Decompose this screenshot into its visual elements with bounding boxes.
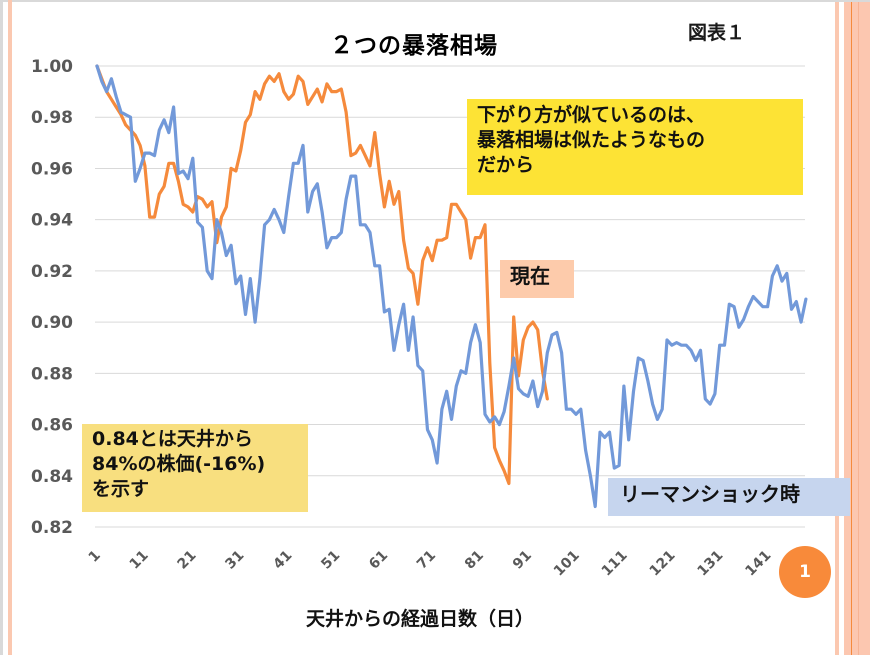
x-tick-label: 31 — [222, 548, 247, 573]
slide-right-decoration — [800, 0, 870, 655]
x-axis-ticks: 1 11 21 31 41 51 61 71 81 91 101 111 121 131 141 — [86, 548, 775, 580]
similarity-note: 下がり方が似ているのは、 暴落相場は似たようなもの だから — [467, 99, 803, 195]
right-band — [844, 2, 870, 655]
page-number-badge: 1 — [779, 546, 831, 598]
y-tick-label: 0.84 — [31, 467, 73, 487]
x-tick-label: 81 — [462, 548, 487, 573]
x-tick-label: 141 — [742, 548, 774, 580]
series-line-lehman — [95, 64, 808, 509]
x-tick-label: 121 — [647, 548, 679, 580]
y-tick-label: 1.00 — [31, 57, 73, 77]
slide-left-border — [0, 0, 3, 655]
x-tick-label: 21 — [175, 548, 200, 573]
chart-title: ２つの暴落相場 — [330, 33, 498, 59]
y-tick-label: 0.86 — [31, 416, 73, 436]
gridlines — [95, 65, 805, 528]
y-tick-label: 0.96 — [31, 159, 73, 179]
x-tick-label: 51 — [318, 548, 343, 573]
x-tick-label: 91 — [510, 548, 535, 573]
series-line-current — [95, 64, 549, 486]
y-tick-label: 0.98 — [31, 108, 73, 128]
y-tick-label: 0.90 — [31, 313, 73, 333]
ratio-note-line: 84%の株価(-16%) — [92, 453, 266, 475]
x-tick-label: 101 — [551, 548, 583, 580]
figure-label: 図表１ — [688, 22, 746, 44]
similarity-note-line: だから — [477, 154, 535, 176]
right-line — [851, 2, 852, 655]
x-tick-label: 131 — [695, 548, 727, 580]
x-tick-label: 11 — [127, 548, 152, 573]
right-stripe — [835, 2, 839, 655]
y-tick-label: 0.94 — [31, 211, 73, 231]
ratio-note-line: を示す — [92, 478, 150, 500]
x-tick-label: 61 — [366, 548, 391, 573]
similarity-note-line: 下がり方が似ているのは、 — [477, 104, 706, 126]
ratio-explanation-note: 0.84とは天井から 84%の株価(-16%) を示す — [82, 424, 308, 512]
similarity-note-line: 暴落相場は似たようなもの — [477, 129, 706, 151]
x-axis-title: 天井からの経過日数（日） — [306, 608, 535, 630]
series-lines — [95, 64, 808, 509]
slide-left-accent-stripe — [8, 0, 12, 655]
x-tick-label: 41 — [270, 548, 295, 573]
slide-top-border — [0, 0, 870, 2]
ratio-note-line: 0.84とは天井から — [92, 428, 253, 450]
right-line — [858, 2, 859, 655]
x-tick-label: 111 — [599, 548, 631, 580]
lehman-series-label: リーマンショック時 — [608, 478, 850, 516]
y-axis-ticks: 1.00 0.98 0.96 0.94 0.92 0.90 0.88 0.86 0.84 0.82 — [31, 57, 73, 538]
current-series-label: 現在 — [500, 260, 574, 298]
x-tick-label: 1 — [86, 548, 104, 566]
y-tick-label: 0.82 — [31, 518, 73, 538]
x-tick-label: 71 — [414, 548, 439, 573]
y-tick-label: 0.88 — [31, 364, 73, 384]
y-tick-label: 0.92 — [31, 262, 73, 282]
